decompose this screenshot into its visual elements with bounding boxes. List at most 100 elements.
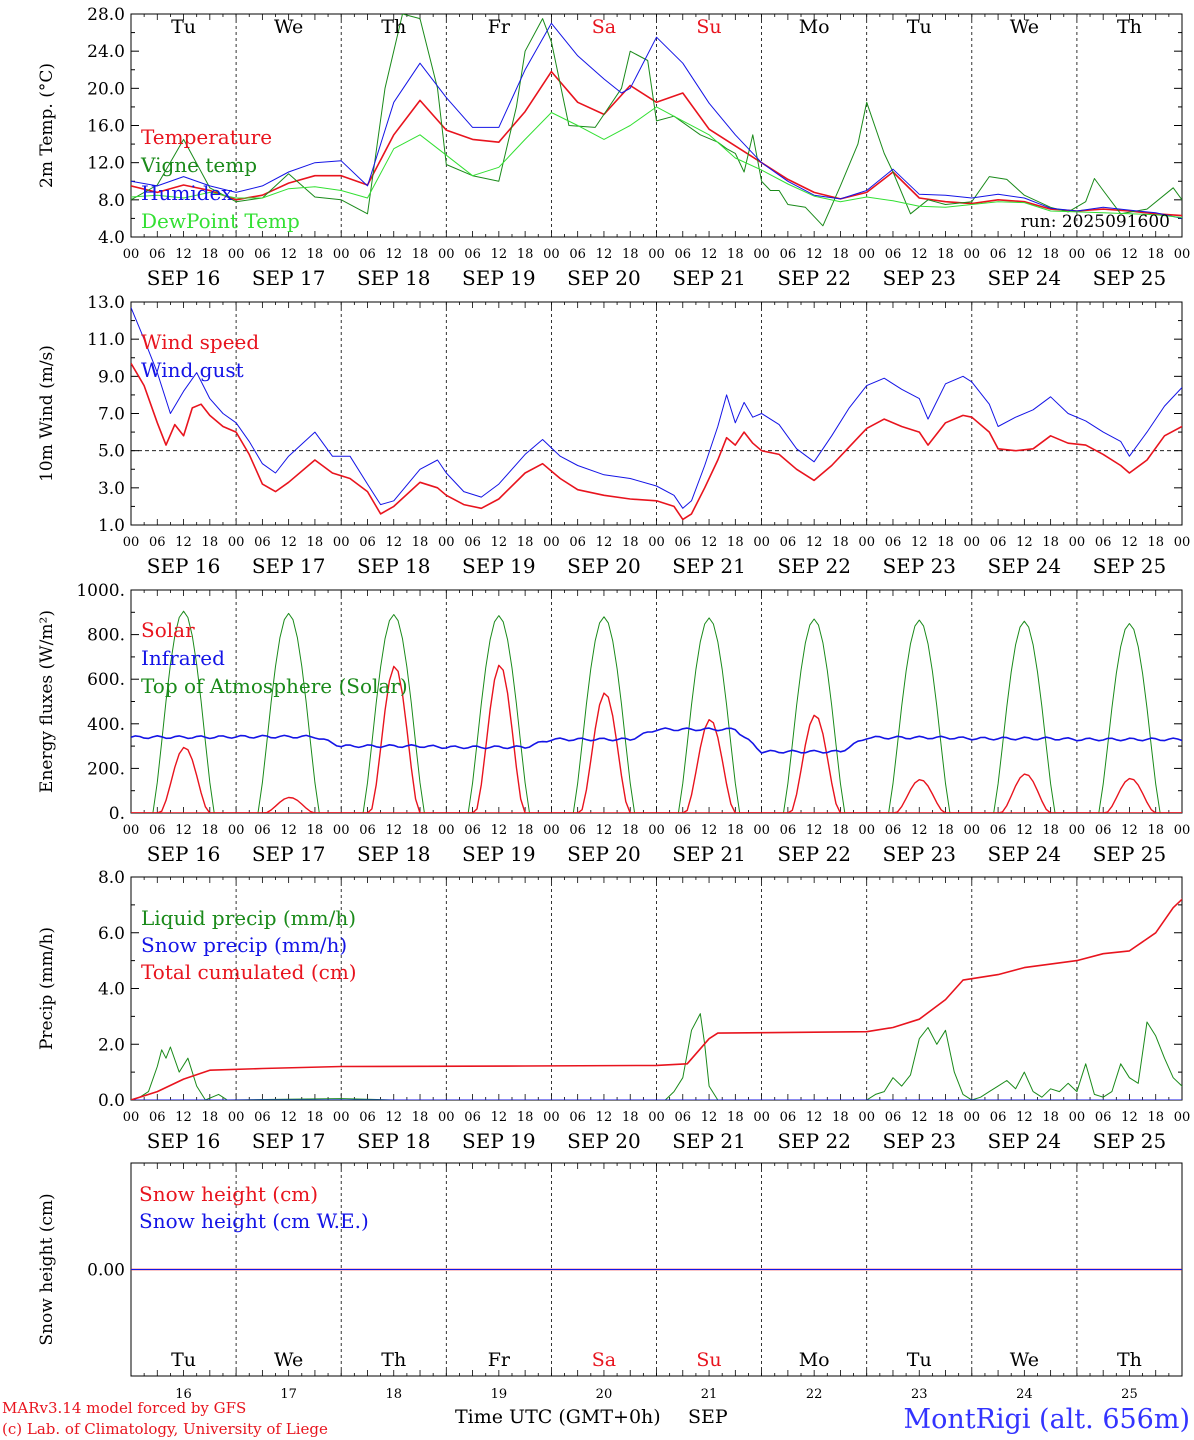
hour-label: 18 <box>727 823 744 838</box>
hour-label: 18 <box>622 1110 639 1125</box>
legend-entry: Wind gust <box>141 358 244 382</box>
date-label: SEP 16 <box>147 1129 221 1153</box>
hour-label: 12 <box>175 535 192 550</box>
series-temperature <box>131 70 1182 217</box>
weekday-label: Tu <box>907 16 932 38</box>
date-label: SEP 21 <box>672 554 746 578</box>
panel-5: 0.00 Snow height (cm) Snow height (cm) Snow… <box>37 1162 1183 1402</box>
hour-label: 00 <box>333 823 350 838</box>
hour-label: 06 <box>1095 247 1112 262</box>
y-tick-label: 200. <box>87 759 125 779</box>
y-tick-label: 24.0 <box>87 42 125 62</box>
hour-label: 12 <box>596 1110 613 1125</box>
y-tick-label: 2.0 <box>98 1035 125 1055</box>
hour-label: 18 <box>202 1110 219 1125</box>
hour-label: 00 <box>123 1110 140 1125</box>
day-number-label: 16 <box>175 1387 192 1402</box>
hour-label: 12 <box>280 823 297 838</box>
y-tick-label: 8.0 <box>98 191 125 211</box>
hour-label: 06 <box>990 823 1007 838</box>
date-label: SEP 24 <box>988 554 1062 578</box>
hour-label: 12 <box>385 1110 402 1125</box>
hour-label: 06 <box>254 535 271 550</box>
y-axis-label: Snow height (cm) <box>37 1193 57 1345</box>
date-label: SEP 21 <box>672 266 746 290</box>
hour-label: 18 <box>307 823 324 838</box>
hour-label: 00 <box>543 823 560 838</box>
weekday-label: Tu <box>907 1349 932 1371</box>
day-number-label: 19 <box>491 1387 508 1402</box>
hour-label: 06 <box>569 247 586 262</box>
day-number-label: 22 <box>806 1387 823 1402</box>
hour-label: 06 <box>675 535 692 550</box>
series-humidex <box>131 22 1182 219</box>
hour-label: 18 <box>412 823 429 838</box>
hour-label: 06 <box>675 1110 692 1125</box>
hour-label: 18 <box>412 535 429 550</box>
hour-label: 00 <box>228 247 245 262</box>
hour-label: 12 <box>1016 247 1033 262</box>
date-label: SEP 22 <box>777 842 851 866</box>
legend-entry: Snow height (cm) <box>139 1182 318 1206</box>
date-label: SEP 18 <box>357 554 431 578</box>
hour-label: 18 <box>727 1110 744 1125</box>
weekday-label: Th <box>381 1349 406 1371</box>
plot-area <box>131 307 1182 521</box>
hour-label: 06 <box>359 535 376 550</box>
hour-label: 00 <box>123 247 140 262</box>
date-label: SEP 23 <box>882 1129 956 1153</box>
date-label: SEP 24 <box>988 266 1062 290</box>
date-label: SEP 22 <box>777 554 851 578</box>
panel-2: 1.0 3.0 5.0 7.0 9.0 11.0 13.0 10m Wind (m/s) Win… <box>37 293 1190 578</box>
hour-label: 06 <box>885 247 902 262</box>
hour-label: 00 <box>333 1110 350 1125</box>
y-tick-label: 1.0 <box>98 516 125 536</box>
hour-label: 18 <box>727 535 744 550</box>
hour-label: 12 <box>1016 823 1033 838</box>
weekday-label: Sa <box>592 1349 616 1371</box>
weekday-label: Su <box>696 1349 721 1371</box>
date-label: SEP 24 <box>988 842 1062 866</box>
hour-label: 12 <box>701 1110 718 1125</box>
day-number-label: 24 <box>1016 1387 1033 1402</box>
hour-label: 00 <box>543 247 560 262</box>
hour-label: 12 <box>491 1110 508 1125</box>
hour-label: 06 <box>149 1110 166 1125</box>
series-top-of-atmosphere <box>131 610 1182 813</box>
hour-label: 18 <box>1042 1110 1059 1125</box>
weekday-label: Mo <box>799 1349 830 1371</box>
panels: 4.0 8.0 12.0 16.0 20.0 24.0 28.0 2m Temp. (°C) T… <box>37 5 1190 1402</box>
hour-label: 06 <box>1095 535 1112 550</box>
hour-label: 12 <box>1121 535 1138 550</box>
weekday-label: Tu <box>171 16 196 38</box>
hour-label: 18 <box>1147 247 1164 262</box>
legend-entry: Humidex <box>141 181 233 205</box>
hour-label: 12 <box>175 247 192 262</box>
date-label: SEP 24 <box>988 1129 1062 1153</box>
hour-label: 12 <box>911 535 928 550</box>
panel-3: 0. 200. 400. 600. 800. 1000. Energy fluxes (W/… <box>37 581 1190 866</box>
date-label: SEP 20 <box>567 554 641 578</box>
date-label: SEP 19 <box>462 842 536 866</box>
hour-label: 00 <box>964 823 981 838</box>
date-label: SEP 17 <box>252 554 326 578</box>
legend-entry: Wind speed <box>141 330 259 354</box>
hour-label: 00 <box>858 535 875 550</box>
hour-label: 12 <box>385 247 402 262</box>
station-label: MontRigi (alt. 656m) <box>903 1404 1190 1435</box>
date-label: SEP 20 <box>567 1129 641 1153</box>
y-tick-label: 0.0 <box>98 1091 125 1111</box>
hour-label: 00 <box>1069 535 1086 550</box>
hour-label: 00 <box>1069 247 1086 262</box>
date-label: SEP 16 <box>147 842 221 866</box>
y-tick-label: 13.0 <box>87 293 125 313</box>
legend-entry: Temperature <box>141 125 272 149</box>
y-axis-label: 2m Temp. (°C) <box>37 63 57 188</box>
hour-label: 12 <box>491 247 508 262</box>
y-tick-label: 600. <box>87 670 125 690</box>
hour-label: 18 <box>937 823 954 838</box>
day-number-label: 25 <box>1121 1387 1138 1402</box>
hour-label: 00 <box>648 247 665 262</box>
hour-label: 18 <box>517 1110 534 1125</box>
hour-label: 06 <box>780 823 797 838</box>
